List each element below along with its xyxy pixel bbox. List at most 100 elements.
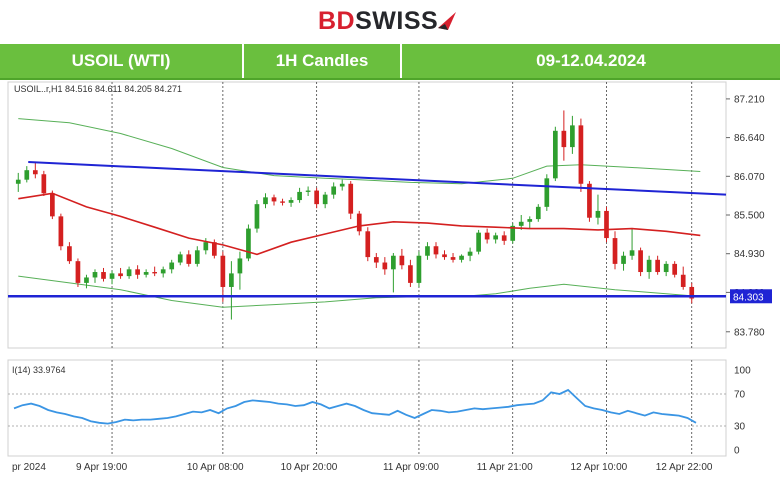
candle-body xyxy=(118,273,123,277)
candle-body xyxy=(160,269,166,274)
brand-name: BDSWISS xyxy=(318,7,438,36)
timeframe-label: 1H Candles xyxy=(244,44,402,78)
candle-body xyxy=(484,232,490,240)
brand-prefix: BD xyxy=(318,7,356,35)
candle-body xyxy=(50,193,55,217)
y-tick-label: 85.500 xyxy=(734,211,765,222)
candle-body xyxy=(280,201,285,203)
candle-body xyxy=(15,179,21,184)
candle-body xyxy=(322,194,328,205)
candle-body xyxy=(552,130,558,179)
candle-body xyxy=(263,197,268,205)
candle-body xyxy=(518,221,524,226)
candle-body xyxy=(246,228,251,259)
candle-body xyxy=(331,186,337,195)
candle-body xyxy=(527,219,533,222)
candle-body xyxy=(442,254,447,258)
candle-body xyxy=(450,257,456,260)
candle-body xyxy=(314,190,319,205)
rsi-tick-label: 100 xyxy=(734,366,751,377)
candle-body xyxy=(416,255,422,283)
price-chart: 87.21086.64086.07085.50084.93084.36083.7… xyxy=(7,81,772,473)
candle-body xyxy=(587,183,592,218)
chart-info-line: USOIL..r,H1 84.516 84.611 84.205 84.271 xyxy=(14,84,182,94)
candle-body xyxy=(476,232,481,252)
candle-body xyxy=(570,125,575,148)
rsi-tick-label: 30 xyxy=(734,422,746,433)
date-range-label: 09-12.04.2024 xyxy=(402,44,780,78)
candle-body xyxy=(646,259,652,273)
candle-body xyxy=(373,257,379,263)
y-tick-label: 83.780 xyxy=(734,327,765,338)
candle-body xyxy=(467,251,473,256)
candle-body xyxy=(203,242,209,251)
candle-body xyxy=(399,255,405,266)
resistance-trendline xyxy=(28,161,727,196)
brand-mark-icon xyxy=(438,12,456,30)
candle-body xyxy=(425,246,430,256)
rsi-tick-label: 0 xyxy=(734,446,740,457)
candle-body xyxy=(297,191,302,201)
y-tick-label: 87.210 xyxy=(734,94,765,105)
candle-body xyxy=(595,210,601,218)
brand-suffix: SWISS xyxy=(355,7,439,35)
y-tick-label: 86.070 xyxy=(734,172,765,183)
rsi-panel-frame xyxy=(7,359,727,457)
x-tick-label: 12 Apr 22:00 xyxy=(656,462,713,473)
candle-body xyxy=(578,125,584,184)
candle-body xyxy=(101,272,106,279)
instrument-label: USOIL (WTI) xyxy=(0,44,244,78)
candle-body xyxy=(629,250,635,256)
candle-body xyxy=(288,200,294,203)
candle-body xyxy=(152,272,158,274)
candle-body xyxy=(229,273,234,287)
x-tick-label: 11 Apr 09:00 xyxy=(383,462,439,473)
x-tick-label: 12 Apr 10:00 xyxy=(570,462,627,473)
candle-body xyxy=(680,274,686,287)
candle-body xyxy=(84,277,89,283)
candle-body xyxy=(211,242,217,256)
candle-body xyxy=(305,190,311,192)
candle-body xyxy=(58,216,64,247)
candle-body xyxy=(391,255,396,270)
candle-body xyxy=(663,263,669,273)
candle-body xyxy=(237,258,243,274)
candle-body xyxy=(612,238,618,264)
candle-body xyxy=(75,261,81,283)
candle-body xyxy=(67,246,72,262)
candle-body xyxy=(194,250,200,264)
rsi-label: I(14) 33.9764 xyxy=(12,365,66,375)
x-tick-label: 10 Apr 20:00 xyxy=(281,462,338,473)
y-tick-label: 84.930 xyxy=(734,249,765,260)
rsi-line xyxy=(13,388,697,425)
x-tick-label: 9 Apr 19:00 xyxy=(76,462,128,473)
candle-body xyxy=(604,210,609,239)
candle-body xyxy=(356,213,362,232)
candle-body xyxy=(544,178,550,207)
candle-body xyxy=(655,259,660,273)
candle-body xyxy=(561,130,567,148)
candle-body xyxy=(501,235,507,241)
header-divider xyxy=(0,78,780,80)
current-price-tag xyxy=(730,289,772,304)
candle-body xyxy=(339,183,345,187)
candle-body xyxy=(689,286,695,299)
candle-body xyxy=(41,174,47,194)
candle-body xyxy=(143,272,149,275)
x-tick-label: 10 Apr 08:00 xyxy=(187,462,244,473)
candle-body xyxy=(126,269,132,277)
candle-body xyxy=(672,263,678,275)
candle-body xyxy=(382,262,388,270)
candle-body xyxy=(433,246,439,255)
candle-body xyxy=(459,255,464,260)
candle-body xyxy=(220,255,226,287)
candle-body xyxy=(24,170,30,180)
candle-body xyxy=(109,273,115,279)
upper-band-line xyxy=(18,118,701,185)
logo: BDSWISS xyxy=(0,0,780,44)
candle-body xyxy=(92,272,98,278)
candle-body xyxy=(638,250,643,273)
candle-body xyxy=(493,235,499,240)
x-tick-label: pr 2024 xyxy=(12,462,46,473)
candle-body xyxy=(177,254,183,263)
